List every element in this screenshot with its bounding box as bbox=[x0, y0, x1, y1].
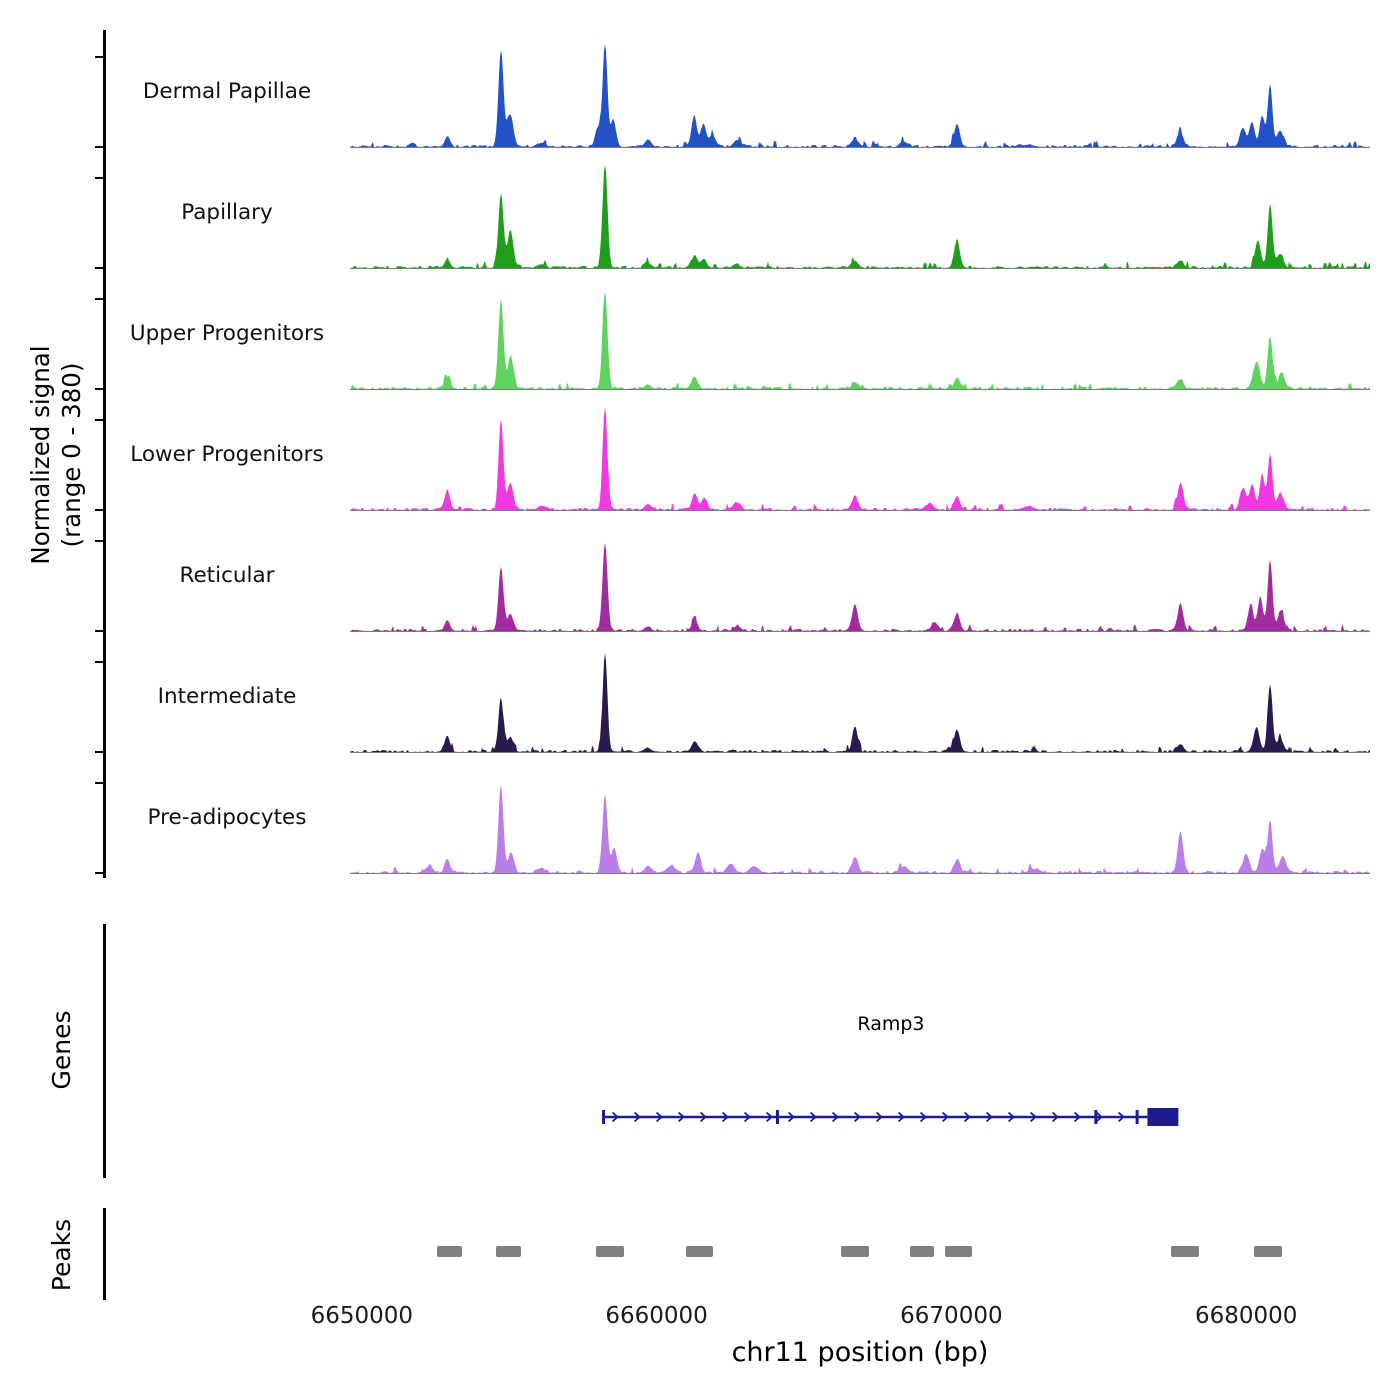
gene-strand-arrow bbox=[1117, 1111, 1125, 1123]
track-label-upper-progenitors: Upper Progenitors bbox=[129, 321, 325, 346]
gene-strand-arrow bbox=[875, 1111, 883, 1123]
gene-strand-arrow bbox=[655, 1111, 663, 1123]
y-axis-label: Normalized signal (range 0 - 380) bbox=[25, 255, 89, 655]
gene-strand-arrow bbox=[831, 1111, 839, 1123]
x-tick-label: 6650000 bbox=[310, 1303, 413, 1329]
gene-strand-arrow bbox=[699, 1111, 707, 1123]
gene-strand-arrow bbox=[1095, 1111, 1103, 1123]
peak-interval bbox=[495, 1246, 521, 1257]
track-label-reticular: Reticular bbox=[179, 563, 275, 588]
signal-track-papillary bbox=[350, 165, 1370, 269]
signal-axis-tick bbox=[95, 751, 103, 753]
signal-axis-tick bbox=[95, 872, 103, 874]
signal-track-dermal-papillae bbox=[350, 44, 1370, 148]
x-tick-label: 6670000 bbox=[900, 1303, 1003, 1329]
signal-axis-tick bbox=[95, 177, 103, 179]
gene-strand-arrow bbox=[677, 1111, 685, 1123]
signal-track-upper-progenitors bbox=[350, 291, 1370, 390]
track-label-papillary: Papillary bbox=[181, 200, 273, 225]
gene-strand-arrow bbox=[787, 1111, 795, 1123]
gene-strand-arrow bbox=[919, 1111, 927, 1123]
signal-track-lower-progenitors bbox=[350, 407, 1370, 511]
track-label-intermediate: Intermediate bbox=[157, 684, 297, 709]
peak-interval bbox=[596, 1246, 625, 1257]
x-tick-label: 6680000 bbox=[1194, 1303, 1298, 1329]
x-axis-title: chr11 position (bp) bbox=[731, 1337, 989, 1368]
peak-interval bbox=[436, 1246, 462, 1257]
gene-strand-arrow bbox=[809, 1111, 817, 1123]
signal-area-dermal-papillae bbox=[350, 44, 1370, 147]
gene-strand-arrow bbox=[743, 1111, 751, 1123]
peak-interval bbox=[840, 1246, 869, 1257]
track-label-lower-progenitors: Lower Progenitors bbox=[130, 442, 324, 467]
signal-axis-tick bbox=[95, 630, 103, 632]
gene-strand-arrow bbox=[1051, 1111, 1059, 1123]
signal-axis-tick bbox=[95, 419, 103, 421]
track-label-dermal-papillae: Dermal Papillae bbox=[142, 79, 312, 104]
gene-strand-arrow bbox=[941, 1111, 949, 1123]
gene-terminal-exon bbox=[1147, 1108, 1179, 1126]
signal-axis-tick bbox=[95, 146, 103, 148]
peak-interval bbox=[1253, 1246, 1282, 1257]
gene-strand-arrow bbox=[897, 1111, 905, 1123]
gene-strand-arrow bbox=[1073, 1111, 1081, 1123]
signal-axis-tick bbox=[95, 298, 103, 300]
gene-strand-arrow bbox=[1007, 1111, 1015, 1123]
signal-area-reticular bbox=[350, 542, 1370, 631]
signal-area-lower-progenitors bbox=[350, 407, 1370, 510]
signal-axis-tick bbox=[95, 56, 103, 58]
signal-area-pre-adipocytes bbox=[350, 785, 1370, 873]
signal-axis-tick bbox=[95, 388, 103, 390]
signal-axis-tick bbox=[95, 267, 103, 269]
track-label-pre-adipocytes: Pre-adipocytes bbox=[147, 805, 307, 830]
gene-strand-arrow bbox=[1029, 1111, 1037, 1123]
gene-model bbox=[602, 1108, 1179, 1126]
gene-strand-arrow bbox=[611, 1111, 619, 1123]
peak-interval bbox=[686, 1246, 713, 1257]
signal-axis-tick bbox=[95, 782, 103, 784]
peak-interval bbox=[910, 1246, 934, 1257]
gene-name-label: Ramp3 bbox=[857, 1013, 925, 1035]
signal-axis-tick bbox=[95, 540, 103, 542]
signal-track-pre-adipocytes bbox=[350, 785, 1370, 874]
y-axis-label-line2: (range 0 - 380) bbox=[57, 362, 86, 548]
gene-strand-arrow bbox=[633, 1111, 641, 1123]
gene-strand-arrow bbox=[853, 1111, 861, 1123]
gene-strand-arrow bbox=[721, 1111, 729, 1123]
genes-section-label: Genes bbox=[47, 1010, 76, 1090]
signal-axis-tick bbox=[95, 509, 103, 511]
signal-axis-tick bbox=[95, 661, 103, 663]
x-tick-label: 6660000 bbox=[605, 1303, 708, 1329]
gene-strand-arrow bbox=[985, 1111, 993, 1123]
genes-axis-line bbox=[103, 924, 106, 1178]
gene-strand-arrow bbox=[963, 1111, 971, 1123]
peaks-section-label: Peaks bbox=[47, 1218, 76, 1292]
peaks-axis-line bbox=[103, 1208, 106, 1300]
signal-area-upper-progenitors bbox=[350, 291, 1370, 389]
peak-interval bbox=[1171, 1246, 1199, 1257]
signal-track-intermediate bbox=[350, 653, 1370, 753]
signal-track-reticular bbox=[350, 542, 1370, 632]
peak-interval bbox=[945, 1246, 973, 1257]
gene-strand-arrow bbox=[765, 1111, 773, 1123]
signal-axis-line bbox=[103, 30, 106, 878]
signal-area-intermediate bbox=[350, 653, 1370, 752]
signal-area-papillary bbox=[350, 165, 1370, 268]
y-axis-label-line1: Normalized signal bbox=[26, 345, 55, 565]
